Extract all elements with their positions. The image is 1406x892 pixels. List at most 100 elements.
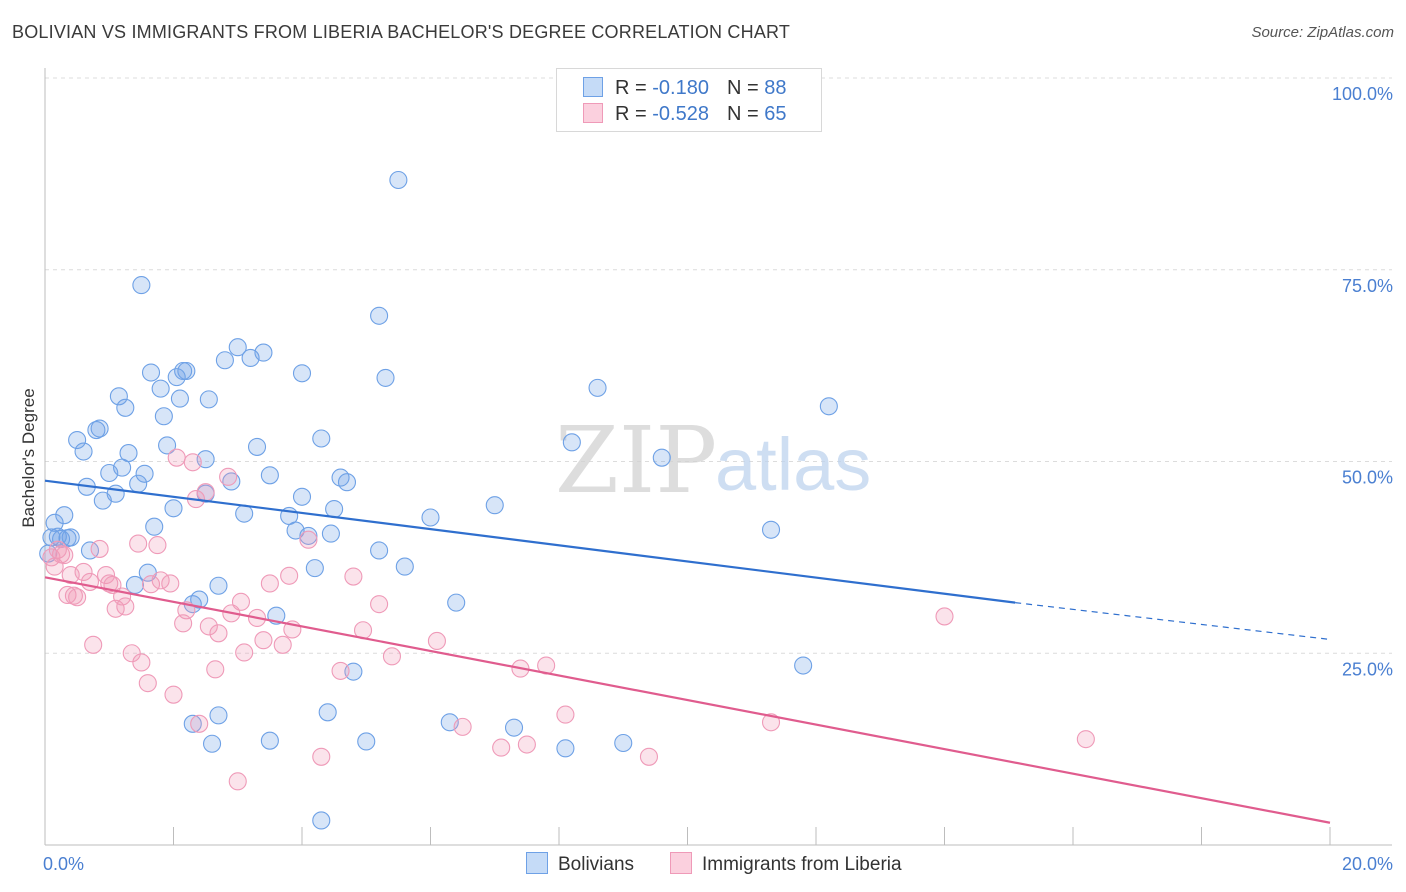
bolivians-trend-extension: [1015, 602, 1331, 641]
bolivian-point: [209, 576, 228, 595]
liberia-point: [231, 592, 251, 611]
liberia-point: [1076, 730, 1095, 749]
liberia-point: [453, 717, 472, 736]
bolivian-point: [562, 433, 581, 452]
bolivian-point: [170, 389, 189, 408]
bolivian-point: [141, 363, 161, 382]
bottom-legend-label: Immigrants from Liberia: [702, 854, 902, 875]
gridlines: [45, 77, 1392, 654]
liberia-point: [167, 448, 186, 467]
liberia-point: [299, 530, 318, 549]
liberia-point: [935, 607, 954, 626]
legend-row-bolivians: R = -0.180 N = 88: [583, 77, 786, 101]
legend-n-value: 88: [764, 77, 787, 99]
legend-r-value: -0.180: [652, 77, 709, 99]
bolivian-point: [588, 378, 607, 397]
bolivian-point: [55, 506, 74, 525]
bolivian-point: [325, 500, 344, 519]
bolivian-point: [203, 734, 222, 753]
bolivian-point: [68, 430, 87, 450]
bolivian-point: [260, 466, 279, 485]
chart-title: BOLIVIAN VS IMMIGRANTS FROM LIBERIA BACH…: [12, 22, 791, 42]
bottom-legend-label: Bolivians: [558, 854, 635, 875]
source-label: Source: ZipAtlas.com: [1251, 24, 1394, 41]
bolivian-point: [357, 732, 376, 751]
liberia-point: [132, 653, 151, 672]
bolivian-point: [819, 397, 838, 416]
bolivian-point: [337, 473, 357, 492]
liberia-point: [138, 674, 157, 693]
liberia-point: [235, 643, 254, 662]
bolivian-point: [318, 703, 337, 722]
bolivian-point: [389, 170, 408, 190]
bottom-legend-liberia[interactable]: Immigrants from Liberia: [670, 852, 902, 876]
trend-lines: [44, 479, 1331, 824]
liberia-point: [260, 574, 279, 593]
liberia-point: [209, 624, 228, 643]
x-tick-label: 0.0%: [43, 854, 84, 874]
bolivian-point: [45, 513, 64, 532]
liberia-point: [183, 453, 202, 472]
liberia-point: [122, 644, 141, 663]
liberia-point: [74, 562, 93, 581]
bolivian-point: [74, 442, 93, 461]
liberia-point: [196, 483, 215, 502]
axes: [44, 68, 1392, 846]
legend-n-value: 65: [764, 103, 787, 125]
bolivian-point: [331, 468, 350, 487]
liberia-point: [116, 597, 135, 616]
bolivian-point: [151, 379, 170, 398]
bolivians-trend-line: [44, 479, 1016, 604]
liberia-point: [639, 747, 659, 766]
bolivian-point: [260, 731, 279, 750]
bolivian-point: [321, 524, 340, 543]
bolivian-point: [235, 504, 254, 523]
liberia-point: [164, 685, 183, 704]
liberia-point: [206, 660, 225, 679]
legend-row-liberia: R = -0.528 N = 65: [583, 103, 786, 127]
bolivian-point: [135, 464, 154, 483]
bolivian-point: [312, 811, 331, 830]
liberia-trend-line: [44, 576, 1331, 824]
bolivian-point: [305, 559, 324, 578]
watermark-atlas: atlas: [715, 423, 871, 506]
bolivian-point: [164, 499, 183, 518]
liberia-point: [151, 571, 170, 590]
bottom-legend-bolivians[interactable]: Bolivians: [526, 852, 634, 876]
bolivian-point: [370, 306, 389, 325]
liberia-point: [190, 714, 209, 733]
liberia-point: [556, 705, 575, 724]
bolivian-point: [421, 508, 440, 527]
liberia-point: [331, 661, 350, 680]
bolivians-points: [39, 170, 838, 830]
liberia-point: [148, 536, 167, 555]
liberia-point: [492, 738, 511, 757]
liberia-point: [129, 534, 148, 553]
liberia-point: [427, 631, 446, 651]
bolivian-point: [485, 496, 504, 515]
bolivian-point: [209, 706, 228, 725]
legend-r-value: -0.528: [652, 103, 709, 125]
liberia-point: [370, 595, 389, 614]
bolivian-point: [292, 487, 312, 506]
correlation-legend: R = -0.180 N = 88 R = -0.528 N = 65: [556, 68, 822, 132]
bolivian-point: [183, 714, 202, 733]
bolivian-point: [652, 448, 671, 467]
bolivian-point: [177, 361, 196, 381]
liberia-point: [84, 635, 103, 654]
liberia-point: [254, 631, 273, 650]
bolivian-point: [116, 398, 135, 417]
y-tick-label: 75.0%: [1342, 276, 1393, 296]
bolivian-point: [109, 387, 128, 406]
y-tick-label: 25.0%: [1342, 659, 1393, 679]
liberia-point: [761, 713, 781, 732]
bolivian-point: [190, 590, 209, 609]
liberia-point: [382, 647, 402, 666]
legend-swatch-liberia: [583, 103, 603, 123]
liberia-point: [344, 567, 363, 586]
liberia-point: [273, 635, 292, 654]
bolivian-point: [312, 429, 331, 448]
bolivian-point: [556, 739, 575, 758]
bottom-legend-swatch: [526, 852, 548, 874]
